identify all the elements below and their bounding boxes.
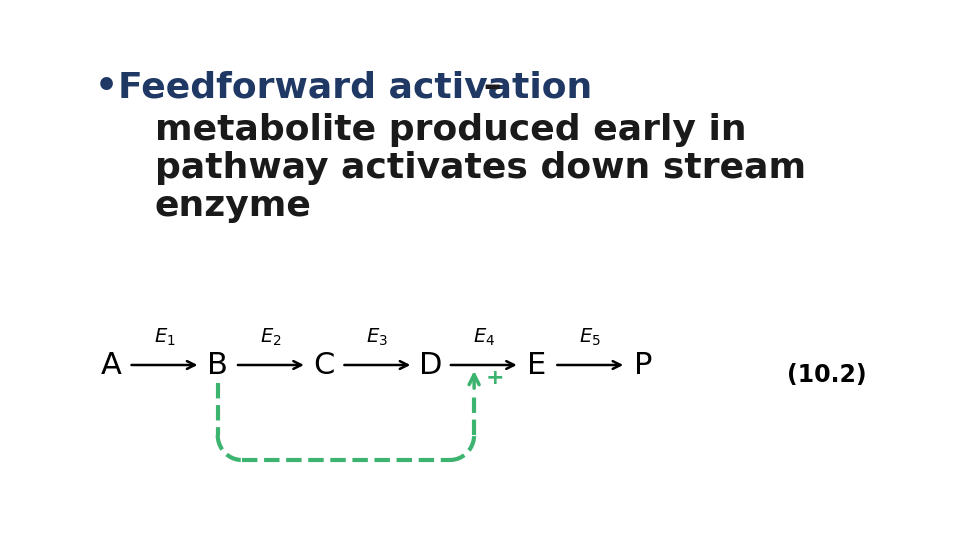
Text: +: + bbox=[486, 368, 505, 388]
Text: P: P bbox=[635, 350, 653, 380]
Text: $E_{3}$: $E_{3}$ bbox=[367, 326, 388, 348]
Text: $E_{5}$: $E_{5}$ bbox=[579, 326, 601, 348]
Text: A: A bbox=[101, 350, 122, 380]
Text: $E_{1}$: $E_{1}$ bbox=[154, 326, 176, 348]
Text: D: D bbox=[419, 350, 443, 380]
Text: •: • bbox=[95, 70, 118, 104]
Text: pathway activates down stream: pathway activates down stream bbox=[155, 151, 806, 185]
Text: E: E bbox=[527, 350, 546, 380]
Text: C: C bbox=[314, 350, 335, 380]
Text: Feedforward activation: Feedforward activation bbox=[118, 70, 592, 104]
Text: metabolite produced early in: metabolite produced early in bbox=[155, 113, 747, 147]
Text: (10.2): (10.2) bbox=[787, 363, 867, 387]
Text: B: B bbox=[207, 350, 228, 380]
Text: enzyme: enzyme bbox=[155, 189, 312, 223]
Text: $E_{2}$: $E_{2}$ bbox=[260, 326, 281, 348]
Text: $E_{4}$: $E_{4}$ bbox=[472, 326, 494, 348]
Text: –: – bbox=[471, 70, 502, 104]
